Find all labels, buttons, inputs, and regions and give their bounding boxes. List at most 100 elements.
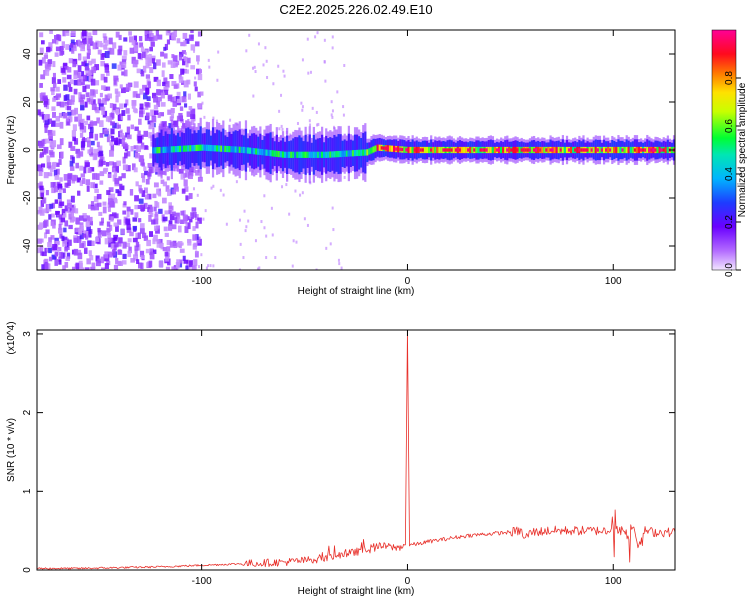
spectrogram-cell (119, 84, 123, 89)
spectrogram-cell (161, 62, 166, 68)
spectrogram-cell (197, 31, 202, 37)
spectrogram-cell (245, 49, 248, 53)
colorbar-gradient (711, 29, 737, 271)
spectrogram-cell (362, 149, 365, 156)
spectrogram-cell (192, 226, 196, 231)
spectrogram-cell (90, 182, 95, 189)
spectrogram-cell (487, 146, 490, 154)
spectrogram-cell (40, 192, 45, 199)
spectrogram-cell (79, 243, 85, 248)
spectrogram-cell (111, 135, 115, 142)
spectrogram-cell (235, 180, 238, 184)
spectrogram-cell (180, 173, 186, 180)
spectrogram-cell (66, 118, 70, 126)
spectrogram-cell (489, 146, 492, 154)
spectrogram-cell (132, 217, 138, 222)
spectrogram-cell (80, 104, 85, 111)
spectrogram-cell (130, 258, 136, 263)
spectrogram-cell (211, 145, 215, 152)
spectrogram-cell (67, 206, 73, 213)
spectrogram-cell (158, 147, 161, 154)
spectrogram-cell (50, 182, 56, 188)
spectrogram-cell (97, 227, 101, 233)
spectrogram-cell (188, 172, 193, 180)
spectrogram-cell (100, 53, 105, 60)
top-panel: -100 0 100 -40 -20 0 20 40 Height of straight l… (6, 29, 676, 297)
spectrogram-cell (405, 148, 408, 152)
spectrogram-cell (374, 145, 377, 152)
spectrogram-cell (124, 152, 128, 159)
spectrogram-cell (180, 68, 185, 75)
spectrogram-cell (117, 249, 123, 255)
spectrogram-cell (165, 81, 170, 88)
spectrogram-cell (149, 252, 155, 260)
spectrogram-cell (81, 30, 87, 37)
spectrogram-cell (168, 205, 174, 211)
spectrogram-cell (246, 147, 250, 154)
spectrogram-cell (442, 148, 445, 152)
spectrogram-cell (219, 188, 222, 192)
spectrogram-cell (193, 259, 198, 266)
spectrogram-cell (446, 148, 449, 152)
spectrogram-cell (67, 203, 72, 209)
spectrogram-cell (222, 145, 225, 152)
spectrogram-cell (115, 257, 119, 265)
spectrogram-cell (99, 154, 104, 160)
spectrogram-cell (215, 119, 218, 123)
spectrogram-cell (71, 47, 75, 54)
spectrogram-cell (351, 150, 355, 157)
spectrogram-cell (307, 71, 310, 75)
spectrogram-cell (51, 88, 55, 96)
spectrogram-cell (167, 30, 171, 34)
spectrogram-cell (285, 183, 288, 187)
top-x-tick-label: 100 (605, 276, 622, 287)
spectrogram-cell (89, 132, 94, 139)
spectrogram-cell (83, 39, 87, 45)
spectrogram-cell (331, 151, 334, 158)
spectrogram-cell (55, 162, 60, 167)
spectrogram-cell (138, 198, 144, 204)
spectrogram-cell (89, 147, 94, 152)
spectrogram-cell (58, 227, 63, 234)
spectrogram-cell (73, 79, 79, 86)
spectrogram-cell (133, 35, 138, 42)
spectrogram-cell (107, 173, 112, 178)
spectrogram-cell (178, 112, 183, 120)
spectrogram-cell (185, 145, 188, 152)
spectrogram-cell (109, 140, 114, 146)
spectrogram-cell (86, 97, 91, 103)
spectrogram-cell (62, 30, 66, 37)
spectrogram-cell (126, 206, 131, 212)
spectrogram-cell (253, 148, 256, 155)
spectrogram-cell (68, 141, 73, 148)
spectrogram-cell (71, 174, 77, 182)
spectrogram-cell (107, 207, 111, 212)
spectrogram-cell (440, 146, 443, 154)
spectrogram-cell (203, 144, 206, 151)
spectrogram-cell (72, 124, 77, 131)
spectrogram-cell (66, 199, 71, 207)
spectrogram-cell (92, 42, 96, 50)
spectrogram-cell (170, 146, 173, 153)
spectrogram-cell (481, 148, 484, 152)
spectrogram-cell (181, 145, 184, 152)
spectrogram-cell (502, 148, 505, 152)
spectrogram-cell (37, 164, 43, 172)
spectrogram-cell (115, 31, 120, 38)
spectrogram-cell (598, 146, 602, 154)
spectrogram-cell (316, 31, 319, 35)
spectrogram-cell (153, 104, 159, 110)
spectrogram-cell (506, 148, 509, 152)
spectrogram-cell (41, 163, 46, 168)
spectrogram-cell (109, 149, 114, 157)
spectrogram-cell (136, 93, 141, 99)
spectrogram-cell (156, 147, 159, 154)
spectrogram-cell (154, 147, 157, 154)
spectrogram-cell (78, 215, 84, 221)
spectrogram-cell (85, 84, 90, 89)
spectrogram-cell (123, 201, 127, 206)
spectrogram-cell (186, 265, 191, 270)
spectrogram-cell (64, 220, 69, 227)
spectrogram-cell (107, 117, 112, 123)
spectrogram-cell (77, 177, 82, 183)
